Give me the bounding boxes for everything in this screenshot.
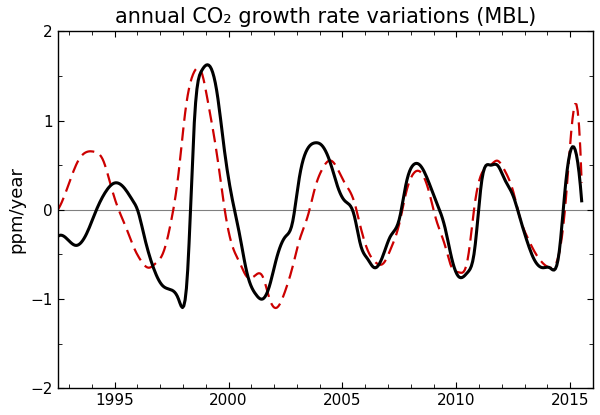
Title: annual CO₂ growth rate variations (MBL): annual CO₂ growth rate variations (MBL) <box>115 7 536 27</box>
Y-axis label: ppm/year: ppm/year <box>7 166 25 253</box>
